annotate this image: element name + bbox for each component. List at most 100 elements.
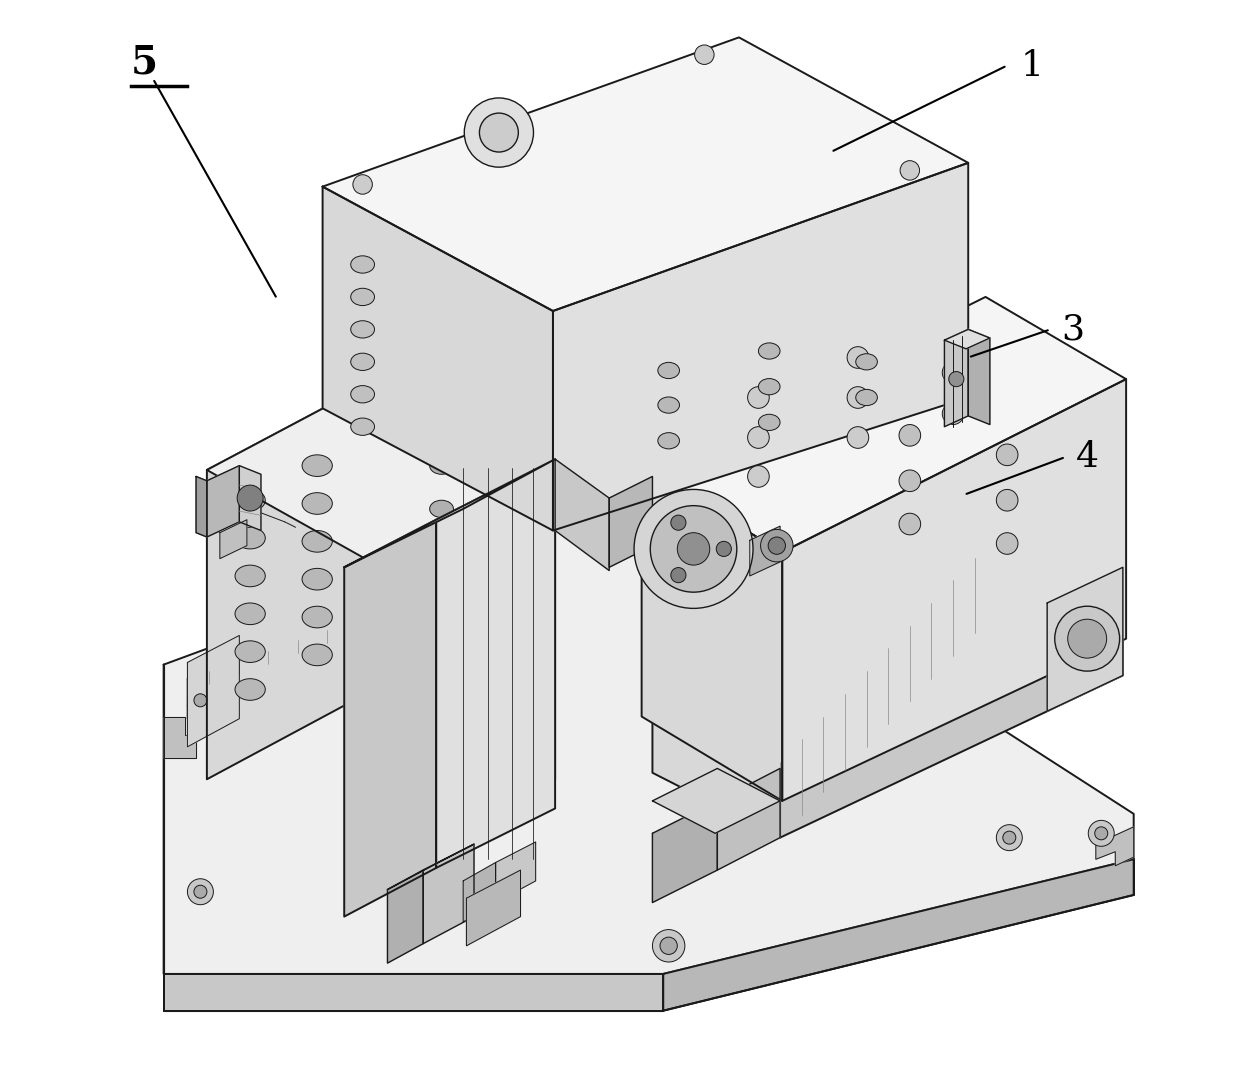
Ellipse shape [430,500,454,517]
Ellipse shape [303,645,332,665]
Circle shape [899,470,920,491]
Circle shape [997,825,1022,851]
Circle shape [660,937,677,954]
Polygon shape [652,801,717,902]
Polygon shape [322,37,968,311]
Ellipse shape [236,603,265,625]
Polygon shape [609,476,652,567]
Polygon shape [239,465,260,530]
Circle shape [900,161,920,180]
Circle shape [748,427,769,448]
Ellipse shape [430,544,454,561]
Circle shape [899,513,920,535]
Ellipse shape [351,353,374,371]
Circle shape [193,694,207,707]
Circle shape [768,537,785,554]
Circle shape [1003,832,1016,845]
Ellipse shape [856,389,878,405]
Circle shape [650,505,737,592]
Polygon shape [345,520,436,916]
Ellipse shape [351,255,374,273]
Ellipse shape [658,397,680,413]
Polygon shape [968,329,990,425]
Circle shape [634,489,753,609]
Ellipse shape [303,454,332,476]
Circle shape [652,929,684,962]
Circle shape [193,885,207,898]
Polygon shape [207,465,239,537]
Polygon shape [652,535,1123,762]
Circle shape [717,541,732,557]
Polygon shape [436,459,556,867]
Ellipse shape [430,414,454,432]
Circle shape [899,425,920,446]
Circle shape [748,465,769,487]
Polygon shape [164,491,1133,974]
Ellipse shape [759,414,780,430]
Polygon shape [187,578,549,719]
Polygon shape [496,842,536,902]
Circle shape [847,347,869,368]
Polygon shape [387,845,474,889]
Polygon shape [384,376,556,779]
Circle shape [671,567,686,583]
Ellipse shape [495,562,518,579]
Ellipse shape [495,518,518,536]
Circle shape [1068,620,1106,658]
Ellipse shape [303,492,332,514]
Polygon shape [717,769,780,870]
Text: 3: 3 [1061,312,1084,347]
Circle shape [187,687,213,713]
Circle shape [353,175,372,195]
Ellipse shape [430,457,454,474]
Polygon shape [750,526,780,576]
Text: 5: 5 [131,43,159,82]
Polygon shape [164,716,196,758]
Ellipse shape [351,288,374,305]
Ellipse shape [495,605,518,623]
Polygon shape [556,459,609,571]
Circle shape [1055,607,1120,671]
Circle shape [464,98,533,167]
Polygon shape [322,187,553,530]
Polygon shape [423,845,474,944]
Ellipse shape [658,362,680,378]
Polygon shape [652,769,780,834]
Polygon shape [663,860,1133,1011]
Polygon shape [345,459,556,567]
Polygon shape [187,636,239,747]
Ellipse shape [303,607,332,628]
Ellipse shape [351,418,374,436]
Circle shape [1095,827,1107,840]
Polygon shape [196,476,207,537]
Circle shape [997,443,1018,465]
Ellipse shape [430,630,454,648]
Polygon shape [219,520,247,559]
Ellipse shape [856,353,878,370]
Polygon shape [553,163,968,530]
Circle shape [748,387,769,409]
Polygon shape [164,974,663,1011]
Polygon shape [207,376,384,779]
Text: 1: 1 [1021,49,1043,83]
Ellipse shape [236,489,265,511]
Ellipse shape [759,378,780,395]
Polygon shape [464,862,496,922]
Circle shape [997,533,1018,554]
Circle shape [847,427,869,448]
Ellipse shape [495,433,518,449]
Polygon shape [466,870,521,946]
Ellipse shape [303,569,332,590]
Polygon shape [207,376,556,565]
Ellipse shape [236,678,265,700]
Polygon shape [187,552,549,705]
Ellipse shape [303,530,332,552]
Polygon shape [641,297,1126,552]
Polygon shape [945,329,968,427]
Polygon shape [780,600,1123,838]
Ellipse shape [430,587,454,604]
Polygon shape [1047,567,1123,711]
Ellipse shape [759,342,780,359]
Circle shape [949,372,963,387]
Polygon shape [945,329,990,349]
